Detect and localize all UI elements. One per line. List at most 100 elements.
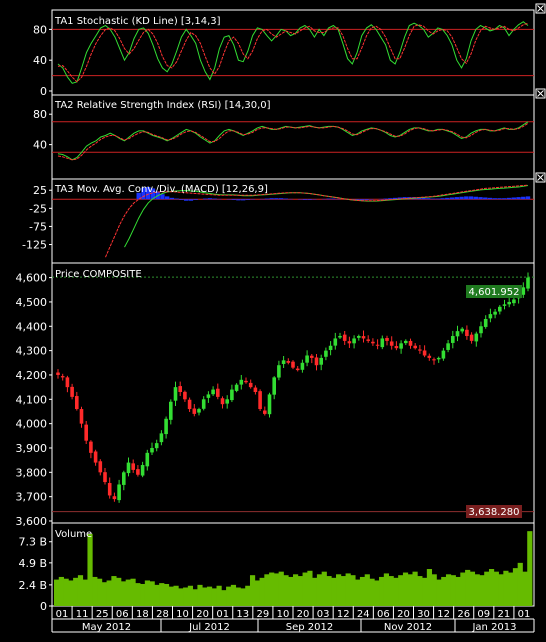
price-candle-body: [160, 433, 164, 442]
price-candle-body: [348, 341, 352, 343]
volume-bar: [202, 588, 207, 606]
macd-histogram-bar: [212, 199, 216, 200]
volume-bar: [140, 584, 145, 606]
volume-bar: [522, 572, 527, 606]
volume-bar: [460, 573, 465, 606]
volume-tick-label: 7.3 B: [18, 536, 47, 549]
price-candle-body: [282, 360, 286, 364]
price-candle-body: [305, 355, 309, 362]
macd-histogram-bar: [236, 199, 240, 200]
price-candle-body: [465, 330, 469, 336]
stochastic-title: TA1 Stochastic (KD Line) [3,14,3]: [54, 16, 221, 27]
volume-bar: [121, 581, 126, 606]
day-tick-label: 11: [76, 609, 89, 620]
price-candle-body: [399, 343, 403, 348]
price-candle-body: [263, 410, 267, 413]
day-tick-label: 06: [377, 609, 390, 620]
macd-histogram-bar: [279, 198, 283, 199]
price-candle-body: [169, 402, 173, 420]
volume-bar: [475, 574, 480, 606]
macd-histogram-bar: [193, 199, 197, 200]
volume-bar: [169, 587, 174, 606]
price-candle-body: [381, 338, 385, 347]
volume-bar: [408, 574, 413, 606]
macd-histogram-bar: [450, 197, 454, 199]
price-candle-body: [343, 335, 347, 341]
volume-bar: [68, 580, 73, 606]
price-candle-body: [310, 356, 314, 358]
volume-bar: [217, 586, 222, 606]
macd-title: TA3 Mov. Avg. Conv./Div. (MACD) [12,26,9…: [54, 184, 268, 195]
macd-histogram-bar: [284, 199, 288, 200]
volume-bar: [369, 579, 374, 606]
volume-bar: [293, 574, 298, 606]
price-candle-body: [80, 409, 84, 424]
volume-bar: [499, 574, 504, 606]
high-price-label: 4,601.952: [469, 287, 520, 298]
macd-histogram-bar: [483, 197, 487, 199]
price-candle-body: [99, 461, 103, 472]
volume-tick-label: 0: [40, 600, 47, 613]
volume-bar: [197, 585, 202, 606]
volume-bar: [417, 576, 422, 606]
macd-histogram-bar: [507, 198, 511, 199]
stochastic-tick-label: 0: [40, 85, 47, 98]
volume-bar: [236, 588, 241, 606]
price-candle-body: [268, 394, 272, 414]
volume-bar: [451, 575, 456, 606]
price-candle-body: [56, 373, 60, 375]
volume-bar: [312, 578, 317, 606]
volume-bar: [245, 586, 250, 606]
volume-bar: [255, 580, 260, 606]
day-tick-label: 20: [297, 609, 310, 620]
volume-bar: [260, 578, 265, 606]
macd-histogram-bar: [184, 199, 188, 200]
volume-bar: [527, 531, 532, 606]
macd-histogram-bar: [246, 199, 250, 200]
price-candle-body: [131, 463, 135, 470]
day-tick-label: 28: [156, 609, 169, 620]
volume-bar: [341, 576, 346, 606]
price-candle-body: [75, 396, 79, 409]
macd-histogram-bar: [445, 198, 449, 199]
day-tick-label: 24: [357, 609, 370, 620]
volume-bar: [489, 569, 494, 606]
price-candle-body: [507, 302, 511, 304]
volume-bar: [374, 580, 379, 606]
price-candle-body: [150, 448, 154, 452]
volume-bar: [269, 573, 274, 606]
volume-bar: [303, 573, 308, 606]
macd-histogram-bar: [203, 199, 207, 200]
volume-bar: [92, 577, 97, 606]
macd-tick-label: -125: [22, 239, 47, 252]
volume-bar: [102, 582, 107, 606]
macd-histogram-bar: [497, 198, 501, 199]
rsi-tick-label: 40: [33, 139, 47, 152]
price-candle-body: [141, 465, 145, 476]
volume-bar: [413, 572, 418, 606]
macd-histogram-bar: [478, 197, 482, 199]
volume-bar: [111, 576, 116, 606]
price-tick-label: 3,700: [16, 491, 48, 504]
price-candle-body: [498, 307, 502, 312]
price-candle-body: [324, 351, 328, 357]
price-candle-body: [319, 358, 323, 365]
price-candle-body: [446, 343, 450, 350]
price-candle-body: [193, 408, 197, 413]
volume-bar: [346, 573, 351, 606]
price-candle-body: [146, 453, 150, 466]
volume-bar: [97, 579, 102, 606]
macd-tick-label: -75: [29, 220, 47, 233]
macd-histogram-bar: [326, 199, 330, 200]
price-candle-body: [301, 363, 305, 370]
price-candle-body: [183, 392, 187, 399]
volume-bar: [274, 573, 279, 606]
price-candle-body: [404, 341, 408, 343]
price-candle-body: [315, 357, 319, 365]
low-price-label: 3,638.280: [469, 507, 520, 518]
macd-histogram-bar: [241, 199, 245, 200]
volume-bar: [250, 575, 255, 606]
volume-bar: [207, 587, 212, 606]
macd-histogram-bar: [474, 197, 478, 200]
day-tick-label: 13: [236, 609, 249, 620]
